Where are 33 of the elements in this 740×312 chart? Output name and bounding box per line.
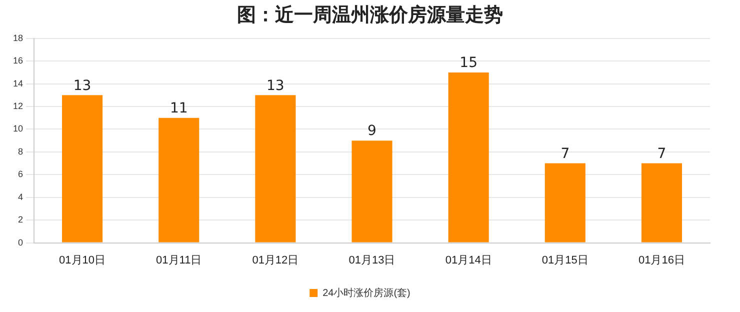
x-tick-label: 01月10日 bbox=[59, 254, 106, 266]
y-tick-label: 16 bbox=[12, 56, 24, 66]
data-label: 9 bbox=[368, 123, 376, 140]
bar bbox=[352, 140, 392, 242]
data-label: 7 bbox=[657, 146, 666, 162]
y-tick-label: 14 bbox=[12, 78, 24, 88]
y-tick-label: 2 bbox=[18, 214, 24, 225]
bar bbox=[158, 118, 200, 242]
data-label: 11 bbox=[170, 100, 188, 117]
x-tick-label: 01月12日 bbox=[252, 254, 299, 266]
y-tick-label: 18 bbox=[12, 32, 24, 43]
x-tick-label: 01月15日 bbox=[542, 254, 588, 266]
y-tick-label: 12 bbox=[12, 101, 24, 112]
y-tick-label: 0 bbox=[18, 237, 24, 248]
chart-title: 图：近一周温州涨价房源量走势 bbox=[236, 3, 504, 28]
bar bbox=[255, 95, 296, 242]
x-tick-label: 01月16日 bbox=[638, 254, 685, 266]
bar bbox=[641, 163, 682, 242]
y-tick-label: 10 bbox=[12, 124, 24, 134]
bar bbox=[544, 163, 586, 242]
x-tick-label: 01月11日 bbox=[156, 254, 202, 266]
x-tick-label: 01月14日 bbox=[445, 254, 492, 266]
y-tick-label: 6 bbox=[18, 169, 24, 180]
bar bbox=[62, 95, 103, 242]
data-label: 7 bbox=[560, 146, 570, 162]
y-tick-label: 8 bbox=[18, 146, 24, 156]
y-tick-label: 4 bbox=[18, 192, 24, 202]
data-label: 15 bbox=[460, 55, 478, 72]
bar bbox=[448, 72, 489, 242]
legend-label: 24小时涨价房源(套) bbox=[322, 286, 410, 299]
x-tick-label: 01月13日 bbox=[348, 254, 396, 266]
data-label: 13 bbox=[73, 78, 92, 94]
data-label: 13 bbox=[266, 78, 284, 94]
